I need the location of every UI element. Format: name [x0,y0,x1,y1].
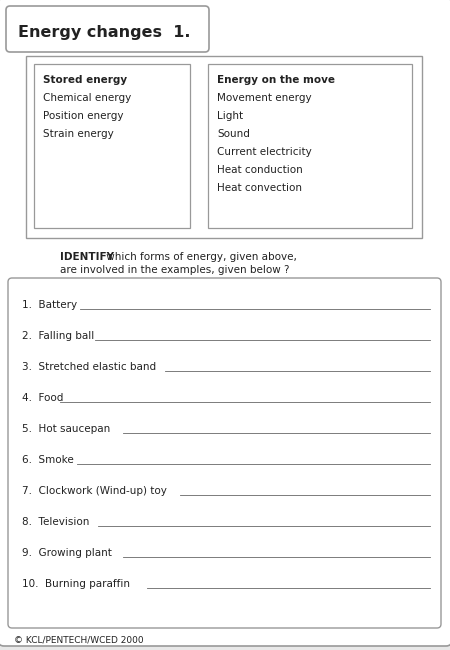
Text: Movement energy: Movement energy [217,93,311,103]
Text: Energy changes  1.: Energy changes 1. [18,25,190,40]
Text: Stored energy: Stored energy [43,75,127,85]
Text: Heat convection: Heat convection [217,183,302,193]
Text: © KCL/PENTECH/WCED 2000: © KCL/PENTECH/WCED 2000 [14,636,144,645]
Text: Energy on the move: Energy on the move [217,75,335,85]
Text: 5.  Hot saucepan: 5. Hot saucepan [22,424,110,434]
Text: 3.  Stretched elastic band: 3. Stretched elastic band [22,362,156,372]
Text: 10.  Burning paraffin: 10. Burning paraffin [22,579,130,589]
Text: 8.  Television: 8. Television [22,517,90,527]
Text: 7.  Clockwork (Wind-up) toy: 7. Clockwork (Wind-up) toy [22,486,167,496]
Text: Sound: Sound [217,129,250,139]
FancyBboxPatch shape [208,64,412,228]
Text: 9.  Growing plant: 9. Growing plant [22,548,112,558]
Text: Heat conduction: Heat conduction [217,165,303,175]
Text: 2.  Falling ball: 2. Falling ball [22,331,94,341]
Text: are involved in the examples, given below ?: are involved in the examples, given belo… [60,265,289,275]
Text: 4.  Food: 4. Food [22,393,63,403]
FancyBboxPatch shape [34,64,190,228]
FancyBboxPatch shape [8,278,441,628]
Text: which forms of energy, given above,: which forms of energy, given above, [103,252,297,262]
Text: Light: Light [217,111,243,121]
Text: 1.  Battery: 1. Battery [22,300,77,310]
Text: Current electricity: Current electricity [217,147,312,157]
Text: Strain energy: Strain energy [43,129,114,139]
Text: IDENTIFY: IDENTIFY [60,252,114,262]
FancyBboxPatch shape [6,6,209,52]
FancyBboxPatch shape [26,56,422,238]
Text: 6.  Smoke: 6. Smoke [22,455,74,465]
Text: Position energy: Position energy [43,111,123,121]
Text: Chemical energy: Chemical energy [43,93,131,103]
